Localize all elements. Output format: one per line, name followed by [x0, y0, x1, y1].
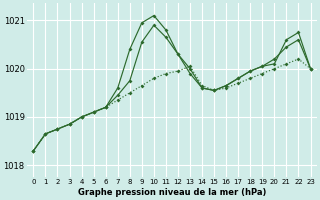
X-axis label: Graphe pression niveau de la mer (hPa): Graphe pression niveau de la mer (hPa): [78, 188, 266, 197]
